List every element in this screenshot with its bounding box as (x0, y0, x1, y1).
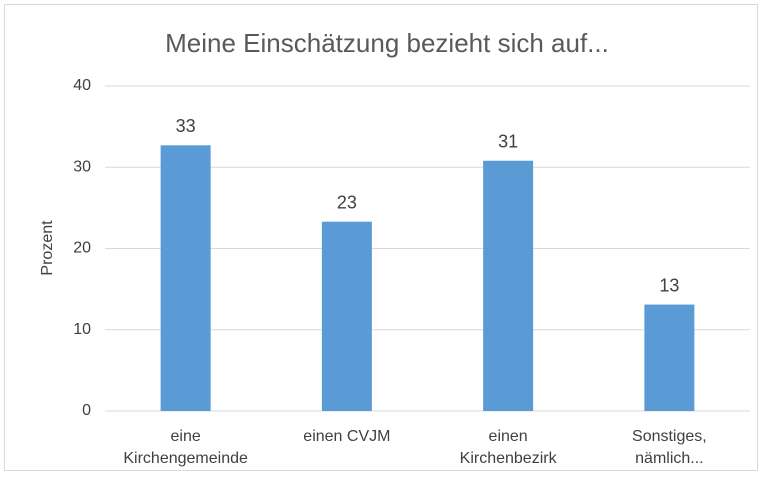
y-tick-label: 10 (73, 321, 91, 338)
x-tick-label: nämlich... (635, 450, 703, 467)
data-label: 13 (659, 275, 679, 295)
bar (483, 160, 534, 411)
x-tick-label: einen CVJM (303, 428, 390, 445)
data-label: 23 (337, 192, 357, 212)
x-tick-label: Kirchengemeinde (123, 450, 248, 467)
bar (160, 145, 211, 411)
x-tick-label: Kirchenbezirk (460, 450, 558, 467)
y-tick-label: 20 (73, 240, 91, 257)
y-tick-label: 30 (73, 158, 91, 175)
chart-title: Meine Einschätzung bezieht sich auf... (165, 28, 609, 58)
x-tick-label: eine (171, 428, 201, 445)
bar (644, 304, 695, 411)
x-tick-label: einen (489, 428, 528, 445)
y-tick-label: 40 (73, 77, 91, 94)
y-tick-label: 0 (82, 402, 91, 419)
data-label: 31 (498, 132, 518, 152)
bar (321, 221, 372, 411)
x-tick-label: Sonstiges, (632, 428, 707, 445)
data-label: 33 (176, 116, 196, 136)
chart-frame (4, 4, 758, 471)
y-axis-label: Prozent (39, 220, 56, 276)
